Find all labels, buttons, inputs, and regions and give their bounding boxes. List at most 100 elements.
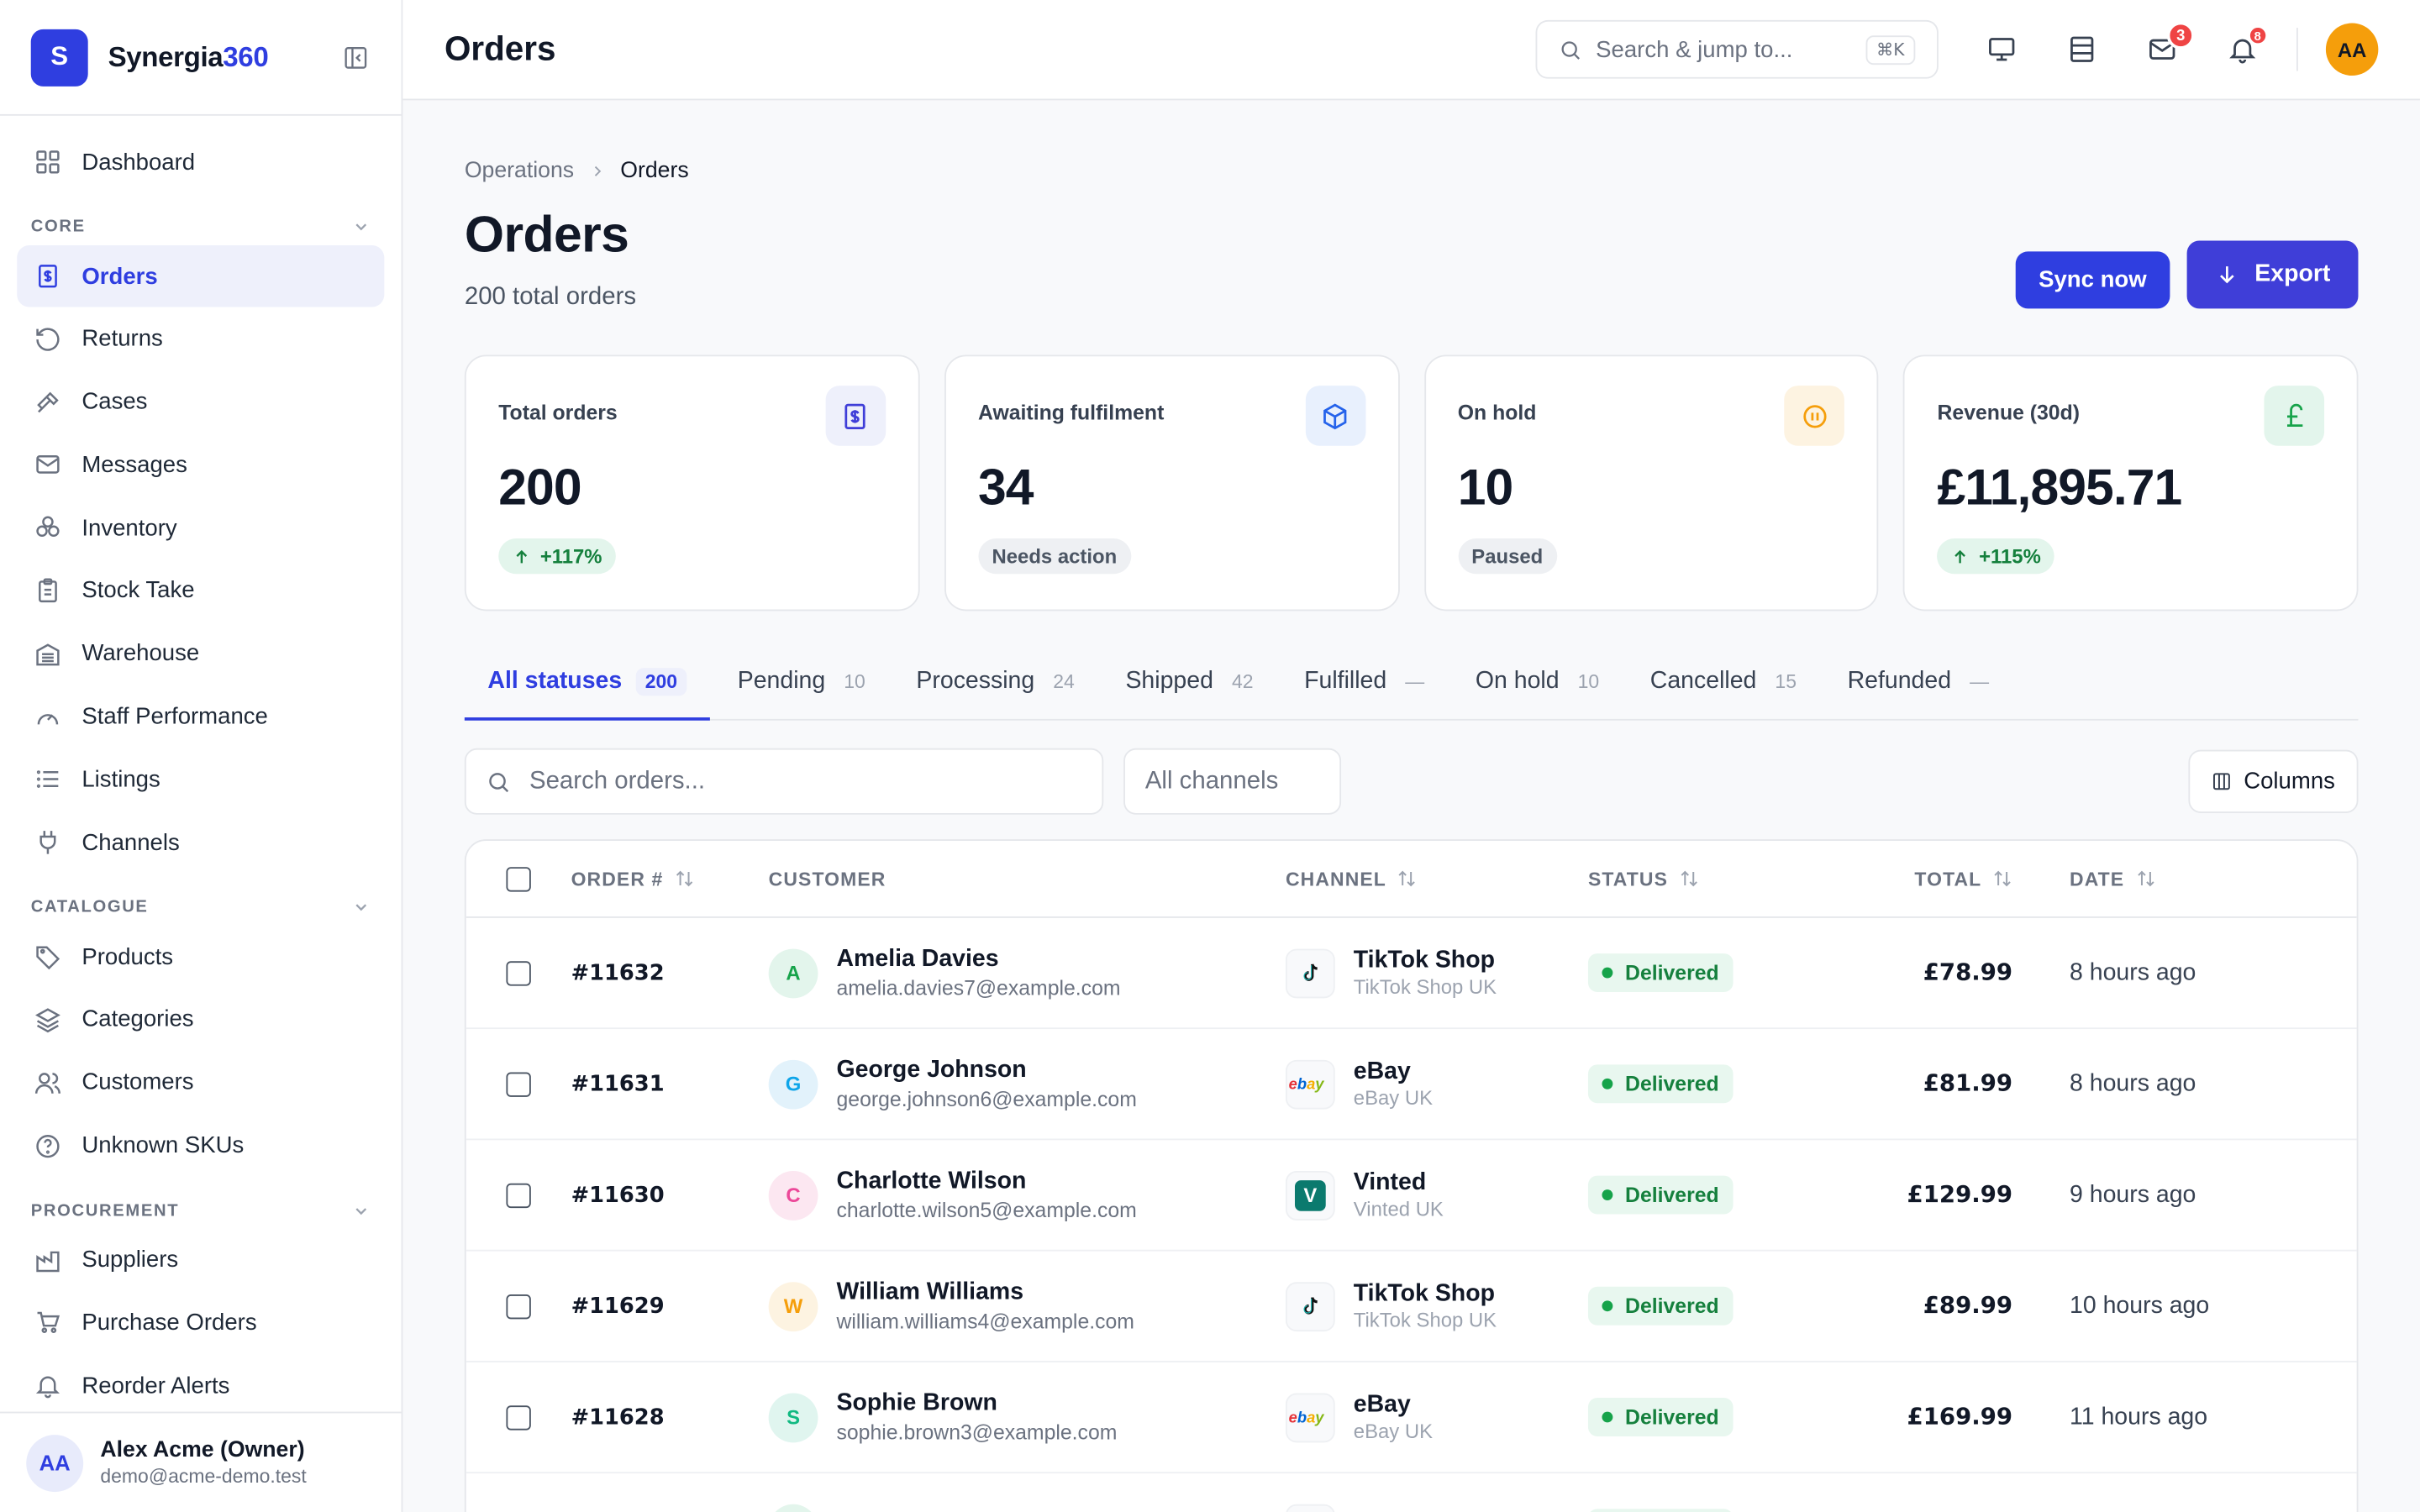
tab-label: On hold [1475, 668, 1560, 695]
tab-label: Processing [916, 668, 1035, 695]
column-header-label: DATE [2070, 868, 2125, 890]
status-dot [1602, 1189, 1613, 1200]
row-checkbox[interactable] [506, 1294, 531, 1319]
sidebar-item-inventory[interactable]: Inventory [17, 497, 384, 559]
table-row[interactable]: #11630 C Charlotte Wilson charlotte.wilson5… [466, 1140, 2357, 1252]
sidebar-item-label: Cases [82, 389, 148, 416]
tab-pending[interactable]: Pending 10 [714, 645, 888, 719]
sidebar-section-procurement[interactable]: PROCUREMENT [17, 1192, 384, 1229]
order-number[interactable]: #11629 [571, 1294, 665, 1319]
sidebar-item-dashboard[interactable]: Dashboard [17, 131, 384, 192]
sidebar-item-label: Orders [82, 263, 158, 290]
tab-label: Fulfilled [1304, 668, 1387, 695]
sidebar-item-staff-performance[interactable]: Staff Performance [17, 686, 384, 748]
sidebar-item-products[interactable]: Products [17, 926, 384, 987]
sidebar-item-messages[interactable]: Messages [17, 434, 384, 496]
sidebar-collapse-icon[interactable] [339, 42, 371, 73]
sidebar-item-purchase-orders[interactable]: Purchase Orders [17, 1292, 384, 1353]
row-checkbox[interactable] [506, 960, 531, 985]
tab-label: Shipped [1125, 668, 1213, 695]
sidebar-item-label: Warehouse [82, 640, 200, 667]
column-header-status[interactable]: STATUS [1588, 868, 1699, 890]
table-row[interactable]: #11631 G George Johnson george.johnson6@exa… [466, 1029, 2357, 1141]
sidebar-item-categories[interactable]: Categories [17, 989, 384, 1050]
column-header-channel[interactable]: CHANNEL [1286, 868, 1418, 890]
status-badge: Delivered [1587, 1286, 1733, 1326]
breadcrumb-parent[interactable]: Operations [464, 159, 575, 184]
sidebar-section-core[interactable]: CORE [17, 208, 384, 245]
table-row[interactable]: #11628 S Sophie Brown sophie.brown3@example… [466, 1362, 2357, 1474]
select-all-checkbox[interactable] [506, 866, 531, 891]
sidebar-item-unknown-skus[interactable]: Unknown SKUs [17, 1115, 384, 1176]
column-header-date[interactable]: DATE [2070, 868, 2155, 890]
sidebar-item-suppliers[interactable]: Suppliers [17, 1229, 384, 1290]
chevron-right-icon [590, 160, 605, 183]
sidebar-item-stock-take[interactable]: Stock Take [17, 560, 384, 622]
order-date: 9 hours ago [2070, 1180, 2196, 1208]
tab-cancelled[interactable]: Cancelled 15 [1627, 645, 1819, 719]
order-date: 10 hours ago [2070, 1292, 2210, 1319]
column-header-order[interactable]: ORDER # [571, 868, 695, 890]
stat-pill: Needs action [978, 538, 1131, 575]
bell-icon[interactable]: 8 [2226, 24, 2269, 66]
avatar: S [768, 1392, 818, 1442]
columns-button[interactable]: Columns [2188, 749, 2359, 813]
sidebar-item-label: Suppliers [82, 1247, 179, 1273]
brand-name[interactable]: Synergia360 [108, 41, 269, 74]
order-total: £89.99 [1923, 1291, 2013, 1320]
brand-logo[interactable]: S [30, 28, 88, 86]
sync-button[interactable]: Sync now [2015, 251, 2170, 309]
sidebar-item-cases[interactable]: Cases [17, 371, 384, 433]
row-checkbox[interactable] [506, 1182, 531, 1208]
table-row[interactable]: #11629 W William Williams william.williams4… [466, 1252, 2357, 1362]
tab-refunded[interactable]: Refunded — [1824, 645, 2012, 719]
sidebar-section-catalogue[interactable]: CATALOGUE [17, 889, 384, 926]
row-checkbox[interactable] [506, 1404, 531, 1430]
tab-on-hold[interactable]: On hold 10 [1452, 645, 1622, 719]
tab-fulfilled[interactable]: Fulfilled — [1281, 645, 1448, 719]
tab-shipped[interactable]: Shipped 42 [1102, 645, 1276, 719]
sidebar-item-orders[interactable]: Orders [17, 245, 385, 307]
tab-all-statuses[interactable]: All statuses 200 [464, 645, 710, 721]
mail-icon[interactable]: 3 [2145, 21, 2195, 66]
row-checkbox[interactable] [506, 1071, 531, 1096]
user-card[interactable]: AA Alex Acme (Owner) demo@acme-demo.test [0, 1411, 402, 1512]
order-number[interactable]: #11630 [571, 1182, 665, 1208]
export-label: Export [2254, 260, 2331, 287]
inventory-icon [34, 514, 61, 542]
stat-card-awaiting-fulfilment: Awaiting fulfilment 34 Needs action [944, 354, 1399, 612]
layout-icon[interactable] [2065, 33, 2099, 66]
status-text: Delivered [1625, 1405, 1719, 1429]
avatar[interactable]: AA [2325, 23, 2379, 76]
channel-select[interactable]: All channels [1123, 748, 1342, 815]
sidebar-item-channels[interactable]: Channels [17, 811, 384, 873]
table-row[interactable]: #11632 A Amelia Davies amelia.davies7@examp… [466, 918, 2357, 1030]
order-number[interactable]: #11628 [571, 1404, 665, 1430]
sidebar-item-customers[interactable]: Customers [17, 1052, 384, 1113]
search-orders-input[interactable]: Search orders... [464, 748, 1104, 815]
brand-name-main: Synergia [108, 40, 224, 72]
stat-pill-text: +115% [1979, 544, 2041, 568]
global-search-input[interactable]: Search & jump to... ⌘K [1535, 19, 1939, 79]
column-header-label: ORDER # [571, 868, 664, 890]
sidebar-item-warehouse[interactable]: Warehouse [17, 623, 384, 685]
tab-label: Cancelled [1649, 668, 1757, 695]
user-name: Alex Acme (Owner) [100, 1437, 305, 1463]
monitor-icon[interactable] [1985, 33, 2018, 66]
purchase-orders-icon [34, 1309, 61, 1336]
status-tabs: All statuses 200 Pending 10 Processing 24 Ship… [464, 645, 2359, 721]
export-button[interactable]: Export [2186, 240, 2359, 309]
table-row[interactable]: OOliver TaylorVVintedDelivered [466, 1473, 2357, 1512]
sidebar: S Synergia360 Dashboard CORE Orders Return… [0, 0, 403, 1512]
column-header-total[interactable]: TOTAL [1914, 868, 2012, 890]
order-number[interactable]: #11632 [571, 960, 665, 985]
sidebar-item-returns[interactable]: Returns [17, 308, 384, 370]
sidebar-item-reorder-alerts[interactable]: Reorder Alerts [17, 1355, 384, 1416]
tab-processing[interactable]: Processing 24 [893, 645, 1098, 719]
sidebar-item-listings[interactable]: Listings [17, 748, 384, 810]
channel-sub: TikTok Shop UK [1353, 1308, 1497, 1332]
order-number[interactable]: #11631 [571, 1071, 665, 1096]
table-body: #11632 A Amelia Davies amelia.davies7@examp… [466, 918, 2357, 1512]
order-date: 8 hours ago [2070, 958, 2196, 985]
order-total: £81.99 [1923, 1068, 2013, 1097]
